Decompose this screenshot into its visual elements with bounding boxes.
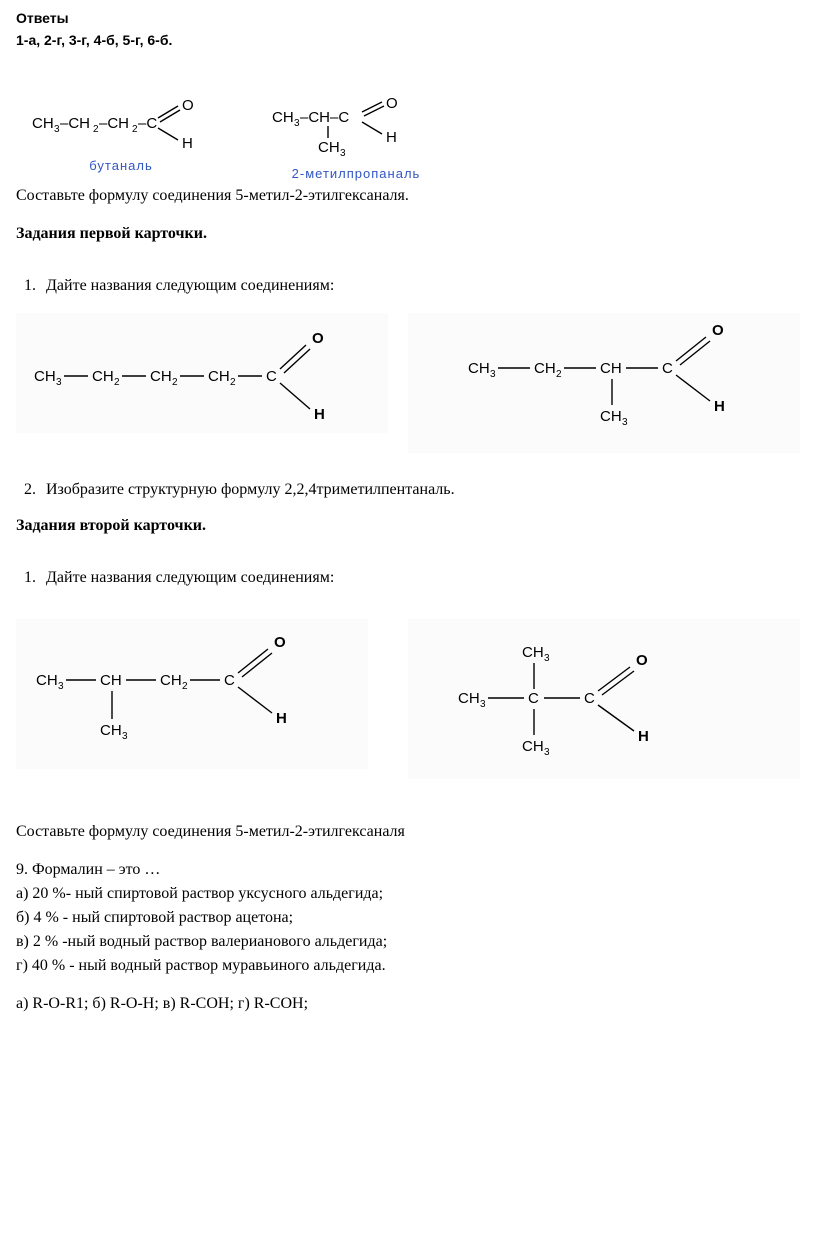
- svg-text:CH: CH: [272, 109, 294, 126]
- q9-opt-g: г) 40 % - ный водный раствор муравьиного…: [16, 957, 800, 975]
- card1-heading: Задания первой карточки.: [16, 225, 800, 243]
- svg-text:CH: CH: [522, 644, 544, 661]
- methylpropanal-label: 2-метилпропаналь: [266, 166, 446, 181]
- svg-text:O: O: [636, 652, 648, 669]
- svg-text:CH: CH: [600, 408, 622, 425]
- svg-text:O: O: [712, 322, 724, 339]
- svg-text:3: 3: [490, 369, 496, 380]
- svg-text:C: C: [224, 672, 235, 689]
- svg-text:O: O: [312, 330, 324, 347]
- svg-text:CH: CH: [600, 360, 622, 377]
- svg-text:O: O: [274, 634, 286, 651]
- svg-text:H: H: [638, 728, 649, 745]
- svg-text:CH: CH: [32, 115, 54, 132]
- svg-text:CH: CH: [534, 360, 556, 377]
- card1-item2: Изобразите структурную формулу 2,2,4трим…: [40, 481, 800, 499]
- svg-text:CH: CH: [458, 690, 480, 707]
- intro-structures-row: CH3 –CH2 –CH2 –C O H бутаналь CH3 –CH–C: [16, 98, 800, 181]
- svg-text:O: O: [182, 98, 194, 114]
- svg-text:C: C: [528, 690, 539, 707]
- svg-text:2: 2: [114, 377, 120, 388]
- svg-text:CH: CH: [318, 139, 340, 156]
- svg-text:3: 3: [480, 699, 486, 710]
- svg-text:H: H: [182, 135, 193, 152]
- svg-text:CH: CH: [100, 672, 122, 689]
- svg-text:CH: CH: [34, 368, 56, 385]
- q9-opt-b: б) 4 % - ный спиртовой раствор ацетона;: [16, 909, 800, 927]
- svg-text:2: 2: [182, 681, 188, 692]
- intro-task: Составьте формулу соединения 5-метил-2-э…: [16, 187, 800, 205]
- svg-text:2: 2: [230, 377, 236, 388]
- card1-item1: Дайте названия следующим соединениям:: [40, 277, 800, 295]
- q9-opt-a: а) 20 %- ный спиртовой раствор уксусного…: [16, 885, 800, 903]
- svg-text:H: H: [714, 398, 725, 415]
- svg-text:H: H: [314, 406, 325, 423]
- svg-text:3: 3: [58, 681, 64, 692]
- bottom-last: а) R-О-R1; б) R-О-Н; в) R-СОН; г) R-СОН;: [16, 995, 800, 1013]
- svg-text:3: 3: [544, 653, 550, 664]
- svg-text:–CH–C: –CH–C: [300, 109, 349, 126]
- card2-struct-left: CH3 CH CH3 CH2 C O H: [16, 619, 368, 769]
- svg-text:3: 3: [122, 731, 128, 742]
- methylpropanal-structure: CH3 –CH–C CH3 O H 2-метилпропаналь: [266, 98, 446, 181]
- answers-label: Ответы: [16, 10, 800, 26]
- svg-text:CH: CH: [160, 672, 182, 689]
- card1-structures: CH3 CH2 CH2 CH2 C O H CH3 CH2 CH: [16, 313, 800, 453]
- svg-text:–CH: –CH: [60, 115, 90, 132]
- svg-text:–CH: –CH: [99, 115, 129, 132]
- svg-text:H: H: [386, 129, 397, 146]
- svg-text:CH: CH: [208, 368, 230, 385]
- butanal-structure: CH3 –CH2 –CH2 –C O H бутаналь: [26, 98, 216, 173]
- svg-text:O: O: [386, 98, 398, 112]
- svg-text:CH: CH: [522, 738, 544, 755]
- svg-text:–C: –C: [138, 115, 157, 132]
- methylpropanal-svg: CH3 –CH–C CH3 O H: [266, 98, 446, 166]
- q9-opt-v: в) 2 % -ный водный раствор валерианового…: [16, 933, 800, 951]
- svg-text:2: 2: [172, 377, 178, 388]
- svg-text:3: 3: [340, 148, 346, 159]
- svg-text:C: C: [266, 368, 277, 385]
- svg-text:C: C: [662, 360, 673, 377]
- butanal-label: бутаналь: [26, 158, 216, 173]
- card2-item1: Дайте названия следующим соединениям:: [40, 569, 800, 587]
- bottom-line1: Составьте формулу соединения 5-метил-2-э…: [16, 823, 800, 841]
- svg-text:2: 2: [556, 369, 562, 380]
- svg-text:H: H: [276, 710, 287, 727]
- card2-list: Дайте названия следующим соединениям:: [40, 569, 800, 587]
- card1-struct-right: CH3 CH2 CH CH3 C O H: [408, 313, 800, 453]
- svg-text:C: C: [584, 690, 595, 707]
- card2-structures: CH3 CH CH3 CH2 C O H CH3 C: [16, 619, 800, 779]
- card1-list: Дайте названия следующим соединениям:: [40, 277, 800, 295]
- svg-text:3: 3: [544, 747, 550, 758]
- svg-text:3: 3: [56, 377, 62, 388]
- svg-text:3: 3: [622, 417, 628, 428]
- svg-text:CH: CH: [36, 672, 58, 689]
- card1-struct-left: CH3 CH2 CH2 CH2 C O H: [16, 313, 388, 433]
- butanal-svg: CH3 –CH2 –CH2 –C O H: [26, 98, 216, 158]
- card2-struct-right: CH3 C CH3 CH3 C O H: [408, 619, 800, 779]
- answers-line: 1-а, 2-г, 3-г, 4-б, 5-г, 6-б.: [16, 32, 800, 48]
- card1-list2: Изобразите структурную формулу 2,2,4трим…: [40, 481, 800, 499]
- svg-text:CH: CH: [100, 722, 122, 739]
- svg-text:CH: CH: [150, 368, 172, 385]
- svg-text:CH: CH: [468, 360, 490, 377]
- q9: 9. Формалин – это …: [16, 861, 800, 879]
- svg-text:CH: CH: [92, 368, 114, 385]
- card2-heading: Задания второй карточки.: [16, 517, 800, 535]
